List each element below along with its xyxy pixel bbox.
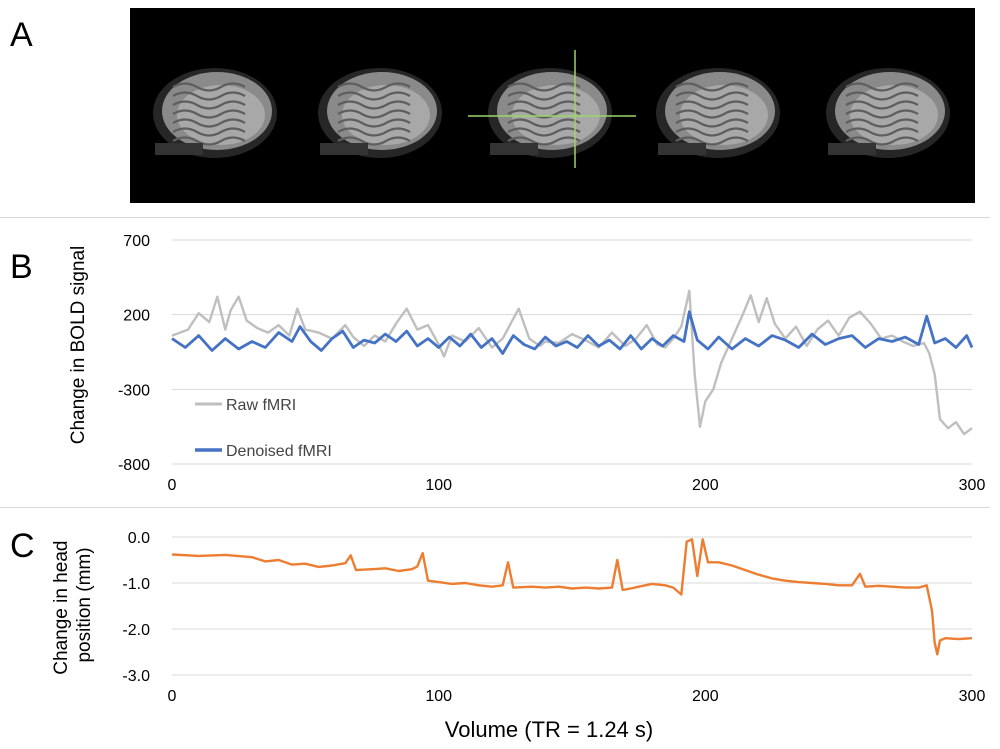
head-position-y-tick-label: -2.0 [122, 622, 150, 639]
bold-x-tick-label: 0 [168, 477, 177, 494]
brain-slice [153, 68, 277, 158]
legend-label-denoised: Denoised fMRI [226, 443, 332, 460]
bold-y-axis-label: Change in BOLD signal [68, 246, 89, 445]
head-position-x-tick-label: 0 [168, 688, 177, 705]
panel-label-c: C [10, 527, 35, 565]
bold-signal-chart: 700 200 -300 -800 0 100 200 300 [118, 233, 985, 494]
legend-label-raw: Raw fMRI [226, 397, 296, 414]
head-position-x-tick-label: 100 [425, 688, 452, 705]
x-axis-label: Volume (TR = 1.24 s) [445, 717, 653, 742]
bold-y-tick-label: -800 [118, 457, 150, 474]
head-position-chart: 0.0 -1.0 -2.0 -3.0 0 100 200 300 [122, 530, 985, 705]
brain-slices-image [130, 8, 975, 203]
head-position-y-label-line1: Change in head [51, 541, 72, 675]
head-position-y-tick-label: 0.0 [128, 530, 150, 547]
panel-label-b: B [10, 248, 33, 286]
bold-y-tick-label: 700 [123, 233, 150, 250]
head-position-y-tick-label: -3.0 [122, 668, 150, 685]
head-position-x-tick-label: 200 [692, 688, 719, 705]
head-position-series-line [171, 538, 973, 656]
head-position-y-label-line2: position (mm) [74, 547, 95, 662]
panel-label-a: A [10, 16, 33, 54]
bold-series-line [171, 289, 973, 436]
head-position-y-axis-label: Change in head position (mm) [51, 535, 95, 674]
legend: Raw fMRI Denoised fMRI [195, 397, 332, 460]
bold-y-tick-label: -300 [118, 382, 150, 399]
head-position-y-tick-label: -1.0 [122, 576, 150, 593]
bold-x-tick-label: 200 [692, 477, 719, 494]
head-position-x-tick-label: 300 [959, 688, 986, 705]
brain-slice [826, 68, 950, 158]
bold-x-tick-label: 100 [425, 477, 452, 494]
bold-x-tick-label: 300 [959, 477, 986, 494]
bold-y-tick-label: 200 [123, 308, 150, 325]
brain-slice [488, 68, 612, 158]
brain-slice [318, 68, 442, 158]
bold-series-line [171, 310, 974, 355]
brain-slice [656, 68, 780, 158]
